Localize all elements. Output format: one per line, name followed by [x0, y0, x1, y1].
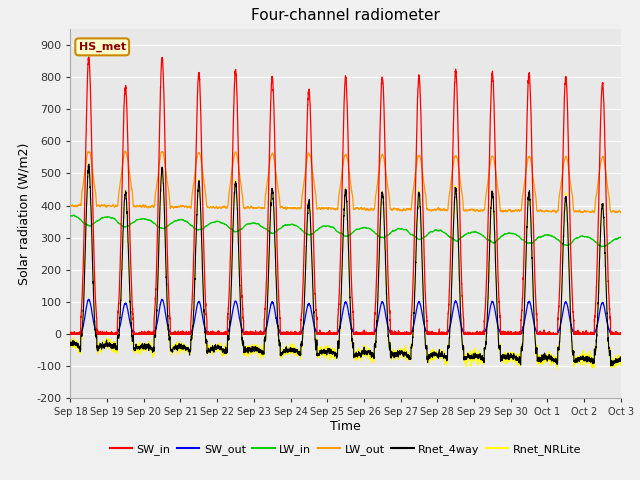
Y-axis label: Solar radiation (W/m2): Solar radiation (W/m2)	[18, 143, 31, 285]
Title: Four-channel radiometer: Four-channel radiometer	[251, 9, 440, 24]
Text: HS_met: HS_met	[79, 42, 126, 52]
Legend: SW_in, SW_out, LW_in, LW_out, Rnet_4way, Rnet_NRLite: SW_in, SW_out, LW_in, LW_out, Rnet_4way,…	[106, 440, 586, 459]
X-axis label: Time: Time	[330, 420, 361, 433]
